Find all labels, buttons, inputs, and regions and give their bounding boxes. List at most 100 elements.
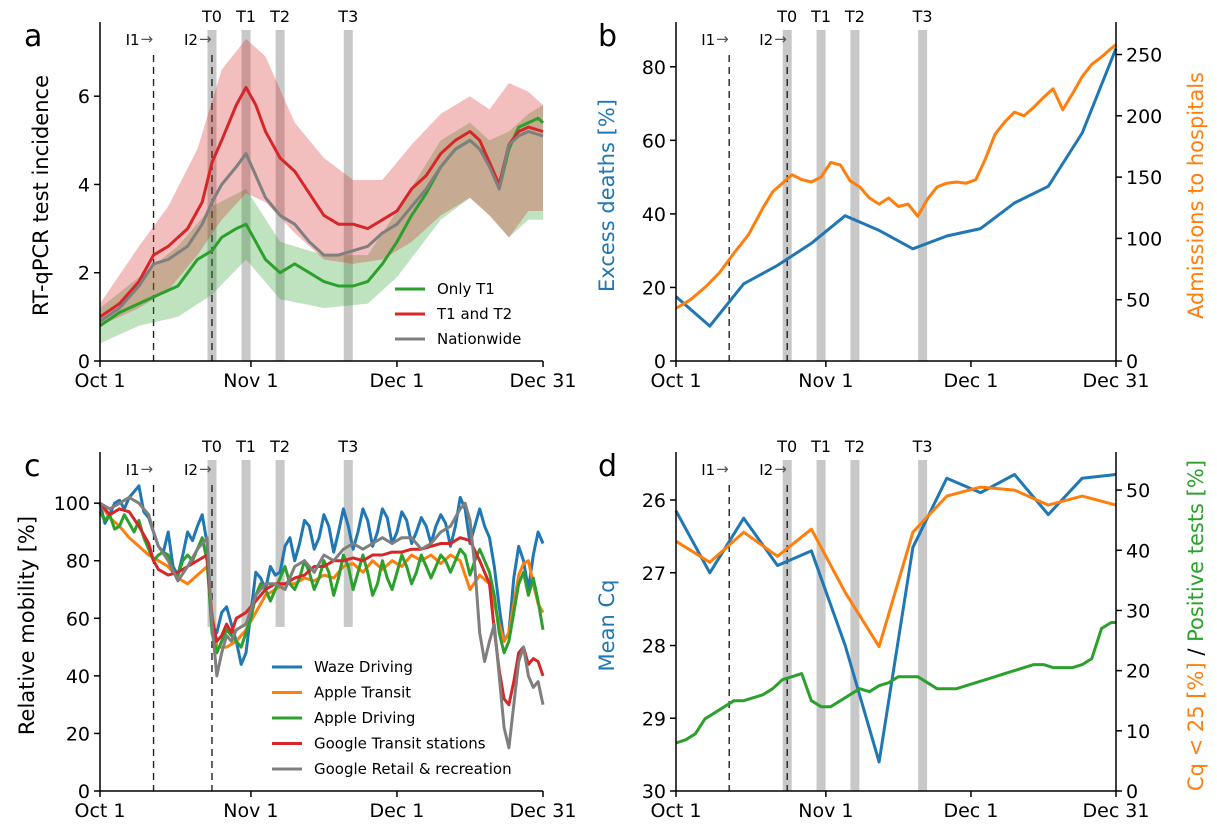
event-label-t3: T3 [912, 7, 933, 26]
event-label-i2: I2 [759, 461, 773, 479]
x-tick-label: Nov 1 [798, 370, 853, 392]
y-tick-label-right: 0 [1126, 351, 1138, 373]
y-tick-label: 40 [642, 204, 666, 226]
legend-entry-1: Apple Transit [314, 684, 411, 702]
y-axis-label: Relative mobility [%] [15, 516, 39, 735]
panel-letter: a [24, 19, 42, 54]
y-tick-label: 26 [642, 490, 666, 512]
y-tick-label-right: 20 [1126, 661, 1150, 683]
event-band-t2 [275, 30, 285, 361]
arrow-icon: → [199, 460, 212, 478]
x-tick-label: Nov 1 [798, 800, 853, 822]
event-label-t1: T1 [810, 437, 831, 456]
event-band-t1 [816, 30, 826, 361]
x-tick-label: Oct 1 [75, 800, 126, 822]
event-label-t0: T0 [776, 437, 797, 456]
y-tick-label: 4 [78, 174, 90, 196]
event-label-t1: T1 [235, 7, 256, 26]
y-tick-label: 40 [66, 666, 90, 688]
x-tick-label: Dec 1 [943, 800, 998, 822]
x-tick-label: Dec 1 [370, 800, 425, 822]
event-band-t3 [918, 30, 928, 361]
y-tick-label-right: 0 [1126, 781, 1138, 803]
confidence-band-1 [100, 38, 543, 326]
legend-entry-3: Google Transit stations [314, 735, 486, 753]
arrow-icon: → [199, 30, 212, 48]
x-tick-label: Dec 31 [1083, 800, 1150, 822]
event-band-t0 [207, 30, 217, 361]
y-tick-label: 27 [642, 563, 666, 585]
y-tick-label-right: 30 [1126, 600, 1150, 622]
x-tick-label: Dec 1 [943, 370, 998, 392]
event-label-t3: T3 [337, 7, 358, 26]
series-line-2 [675, 621, 1116, 745]
event-label-i1: I1 [701, 461, 715, 479]
y-tick-label: 30 [642, 781, 666, 803]
y-tick-label-right: 150 [1126, 167, 1162, 189]
y-axis-label-right: Cq < 25 [%] / Positive tests [%] [1184, 460, 1208, 791]
y-tick-label-right: 200 [1126, 106, 1162, 128]
event-label-t1: T1 [810, 7, 831, 26]
event-band-t1 [241, 460, 251, 627]
arrow-icon: → [774, 30, 787, 48]
x-tick-label: Oct 1 [651, 370, 702, 392]
event-band-t0 [782, 30, 792, 361]
series-line-1 [99, 85, 544, 319]
y-tick-label: 60 [642, 130, 666, 152]
y-tick-label: 2 [78, 263, 90, 285]
event-label-t3: T3 [337, 437, 358, 456]
event-label-i2: I2 [184, 31, 198, 49]
y-tick-label: 80 [66, 551, 90, 573]
x-tick-label: Dec 31 [510, 370, 577, 392]
y-axis-label-right-part: / [1184, 642, 1208, 662]
series-line-0 [675, 47, 1118, 328]
series-line-4 [99, 495, 545, 750]
y-axis-label: Mean Cq [595, 580, 619, 672]
y-tick-label-right: 250 [1126, 45, 1162, 67]
series-line-1 [675, 485, 1117, 649]
x-tick-label: Oct 1 [651, 800, 702, 822]
y-tick-label: 20 [66, 723, 90, 745]
event-label-t2: T2 [269, 7, 290, 26]
y-tick-label: 29 [642, 708, 666, 730]
y-tick-label: 6 [78, 86, 90, 108]
y-tick-label-right: 40 [1126, 540, 1150, 562]
panel-letter: c [24, 449, 41, 484]
x-tick-label: Dec 1 [370, 370, 425, 392]
event-label-t0: T0 [201, 7, 222, 26]
arrow-icon: → [716, 460, 729, 478]
y-axis-label-right-part: Cq < 25 [%] [1184, 662, 1208, 791]
event-label-t2: T2 [844, 437, 865, 456]
event-label-i2: I2 [759, 31, 773, 49]
legend-entry-2: Nationwide [437, 330, 521, 348]
event-label-i2: I2 [184, 461, 198, 479]
y-tick-label: 100 [54, 493, 90, 515]
event-label-t1: T1 [235, 437, 256, 456]
series-line-1 [675, 43, 1117, 310]
event-band-t0 [782, 460, 792, 791]
panel-letter: d [598, 449, 617, 484]
y-tick-label: 0 [78, 781, 90, 803]
arrow-icon: → [141, 30, 154, 48]
y-axis-label: RT-qPCR test incidence [29, 75, 53, 316]
event-label-t2: T2 [269, 437, 290, 456]
y-tick-label-right: 100 [1126, 228, 1162, 250]
event-band-t0 [207, 460, 217, 627]
panel-letter: b [598, 19, 617, 54]
y-axis-label-right-part: Positive tests [%] [1184, 460, 1208, 642]
arrow-icon: → [716, 30, 729, 48]
legend-entry-1: T1 and T2 [436, 305, 512, 323]
series-line-0 [674, 473, 1117, 764]
y-tick-label-right: 50 [1126, 290, 1150, 312]
event-label-t3: T3 [912, 437, 933, 456]
series-line-0 [98, 484, 545, 666]
y-tick-label-right: 50 [1126, 480, 1150, 502]
legend-entry-0: Only T1 [437, 280, 495, 298]
event-label-i1: I1 [126, 461, 140, 479]
event-band-t3 [343, 460, 353, 627]
event-label-t2: T2 [844, 7, 865, 26]
